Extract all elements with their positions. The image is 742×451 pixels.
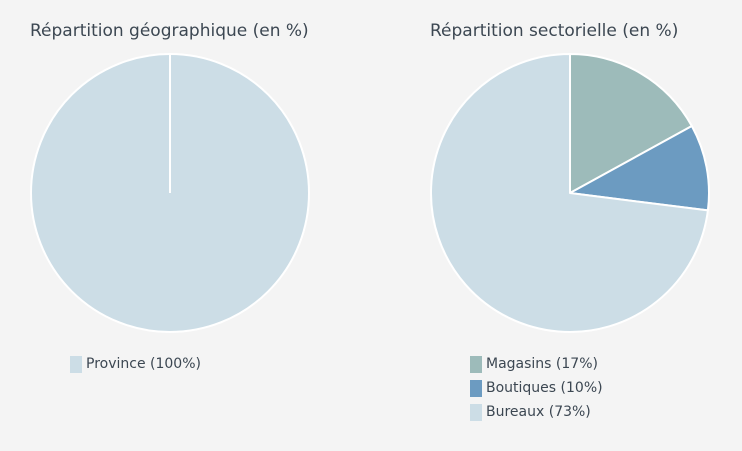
sector-legend: Magasins (17%) Boutiques (10%) Bureaux (… [470,352,603,424]
pie-slice-magasins [569,53,693,194]
geographic-pie [30,53,310,333]
legend-swatch [470,379,482,397]
legend-label: Boutiques (10%) [486,380,603,396]
legend-label: Bureaux (73%) [486,404,591,420]
legend-label: Province (100%) [86,356,201,372]
legend-swatch [470,355,482,373]
sector-breakdown-chart: Répartition sectorielle (en %) Magasins … [430,0,742,451]
pie-slice-boutiques [569,125,710,212]
legend-item-bureaux: Bureaux (73%) [470,400,603,424]
chart-title: Répartition géographique (en %) [30,21,309,41]
legend-item-magasins: Magasins (17%) [470,352,603,376]
legend-swatch [70,355,82,373]
legend-item-boutiques: Boutiques (10%) [470,376,603,400]
geographic-breakdown-chart: Répartition géographique (en %) Province… [30,0,370,451]
legend-label: Magasins (17%) [486,356,598,372]
legend-swatch [470,403,482,421]
sector-pie [430,53,710,333]
geographic-legend: Province (100%) [70,352,201,376]
chart-title: Répartition sectorielle (en %) [430,21,679,41]
legend-item-province: Province (100%) [70,352,201,376]
